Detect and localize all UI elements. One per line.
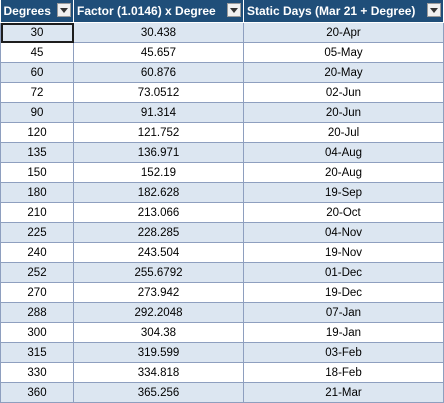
cell-degrees[interactable]: 120: [0, 122, 74, 143]
table-row: 210 213.066 20-Oct: [0, 202, 444, 223]
table-row: 150 152.19 20-Aug: [0, 162, 444, 183]
cell-degrees[interactable]: 360: [0, 382, 74, 403]
column-header-factor[interactable]: Factor (1.0146) x Degree: [73, 0, 244, 23]
cell-factor[interactable]: 273.942: [73, 282, 244, 303]
table-row: 45 45.657 05-May: [0, 42, 444, 63]
cell-factor[interactable]: 182.628: [73, 182, 244, 203]
header-row: Degrees Factor (1.0146) x Degree Static …: [0, 0, 444, 23]
cell-factor[interactable]: 334.818: [73, 362, 244, 383]
table-row: 72 73.0512 02-Jun: [0, 82, 444, 103]
cell-factor[interactable]: 136.971: [73, 142, 244, 163]
column-header-label: Factor (1.0146) x Degree: [77, 4, 216, 18]
cell-degrees[interactable]: 60: [0, 62, 74, 83]
column-header-label: Static Days (Mar 21 + Degree): [247, 4, 416, 18]
cell-static-days[interactable]: 20-Aug: [243, 162, 444, 183]
column-header-label: Degrees: [3, 4, 51, 18]
cell-degrees[interactable]: 30: [0, 22, 74, 43]
column-header-degrees[interactable]: Degrees: [0, 0, 74, 23]
cell-degrees[interactable]: 72: [0, 82, 74, 103]
cell-static-days[interactable]: 01-Dec: [243, 262, 444, 283]
filter-dropdown-button[interactable]: [57, 3, 71, 17]
cell-static-days[interactable]: 20-Jul: [243, 122, 444, 143]
table-row: 360 365.256 21-Mar: [0, 382, 444, 403]
dropdown-arrow-icon: [230, 7, 238, 13]
cell-factor[interactable]: 243.504: [73, 242, 244, 263]
cell-static-days[interactable]: 20-Jun: [243, 102, 444, 123]
table-row: 300 304.38 19-Jan: [0, 322, 444, 343]
cell-factor[interactable]: 73.0512: [73, 82, 244, 103]
column-header-static-days[interactable]: Static Days (Mar 21 + Degree): [243, 0, 444, 23]
cell-degrees[interactable]: 252: [0, 262, 74, 283]
filter-dropdown-button[interactable]: [227, 3, 241, 17]
cell-degrees[interactable]: 135: [0, 142, 74, 163]
cell-factor[interactable]: 255.6792: [73, 262, 244, 283]
cell-degrees[interactable]: 270: [0, 282, 74, 303]
cell-degrees[interactable]: 180: [0, 182, 74, 203]
cell-static-days[interactable]: 05-May: [243, 42, 444, 63]
cell-static-days[interactable]: 20-Oct: [243, 202, 444, 223]
cell-factor[interactable]: 319.599: [73, 342, 244, 363]
table-row: 225 228.285 04-Nov: [0, 222, 444, 243]
cell-static-days[interactable]: 19-Jan: [243, 322, 444, 343]
table-row: 180 182.628 19-Sep: [0, 182, 444, 203]
cell-static-days[interactable]: 20-Apr: [243, 22, 444, 43]
cell-static-days[interactable]: 19-Nov: [243, 242, 444, 263]
cell-degrees[interactable]: 210: [0, 202, 74, 223]
cell-degrees[interactable]: 240: [0, 242, 74, 263]
table-row: 30 30.438 20-Apr: [0, 22, 444, 43]
table-row: 288 292.2048 07-Jan: [0, 302, 444, 323]
cell-static-days[interactable]: 21-Mar: [243, 382, 444, 403]
filter-dropdown-button[interactable]: [427, 3, 441, 17]
table-row: 315 319.599 03-Feb: [0, 342, 444, 363]
cell-degrees[interactable]: 300: [0, 322, 74, 343]
cell-static-days[interactable]: 18-Feb: [243, 362, 444, 383]
cell-factor[interactable]: 365.256: [73, 382, 244, 403]
cell-factor[interactable]: 91.314: [73, 102, 244, 123]
cell-static-days[interactable]: 03-Feb: [243, 342, 444, 363]
cell-factor[interactable]: 60.876: [73, 62, 244, 83]
dropdown-arrow-icon: [430, 7, 438, 13]
table-row: 60 60.876 20-May: [0, 62, 444, 83]
cell-static-days[interactable]: 04-Nov: [243, 222, 444, 243]
table-row: 90 91.314 20-Jun: [0, 102, 444, 123]
cell-factor[interactable]: 152.19: [73, 162, 244, 183]
table-row: 270 273.942 19-Dec: [0, 282, 444, 303]
cell-degrees[interactable]: 225: [0, 222, 74, 243]
cell-factor[interactable]: 228.285: [73, 222, 244, 243]
cell-static-days[interactable]: 19-Sep: [243, 182, 444, 203]
cell-static-days[interactable]: 07-Jan: [243, 302, 444, 323]
cell-degrees[interactable]: 330: [0, 362, 74, 383]
cell-static-days[interactable]: 19-Dec: [243, 282, 444, 303]
cell-factor[interactable]: 30.438: [73, 22, 244, 43]
cell-factor[interactable]: 45.657: [73, 42, 244, 63]
dropdown-arrow-icon: [60, 7, 68, 13]
table-row: 135 136.971 04-Aug: [0, 142, 444, 163]
cell-factor[interactable]: 121.752: [73, 122, 244, 143]
cell-factor[interactable]: 213.066: [73, 202, 244, 223]
cell-static-days[interactable]: 20-May: [243, 62, 444, 83]
cell-degrees[interactable]: 288: [0, 302, 74, 323]
cell-factor[interactable]: 304.38: [73, 322, 244, 343]
cell-static-days[interactable]: 04-Aug: [243, 142, 444, 163]
cell-degrees[interactable]: 45: [0, 42, 74, 63]
cell-degrees[interactable]: 315: [0, 342, 74, 363]
cell-degrees[interactable]: 90: [0, 102, 74, 123]
cell-factor[interactable]: 292.2048: [73, 302, 244, 323]
table-row: 330 334.818 18-Feb: [0, 362, 444, 383]
cell-static-days[interactable]: 02-Jun: [243, 82, 444, 103]
table-row: 120 121.752 20-Jul: [0, 122, 444, 143]
table-row: 240 243.504 19-Nov: [0, 242, 444, 263]
table-row: 252 255.6792 01-Dec: [0, 262, 444, 283]
cell-degrees[interactable]: 150: [0, 162, 74, 183]
